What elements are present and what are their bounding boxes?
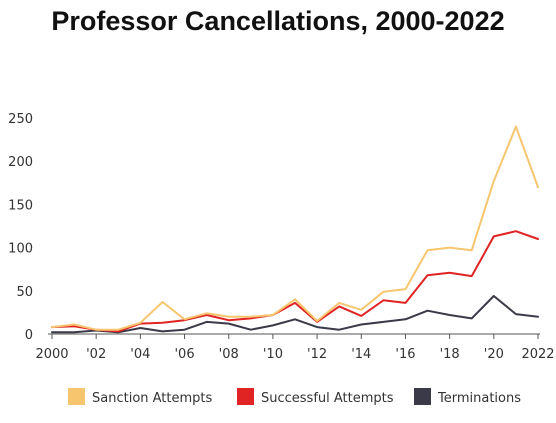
x-tick-label: '08 — [219, 347, 239, 362]
y-tick-label: 200 — [8, 155, 33, 170]
legend: Sanction Attempts Successful Attempts Term… — [68, 388, 521, 406]
series-line-terminations — [51, 295, 539, 334]
x-axis-ticks: 2000 '02 '04 '06 '08 '10 '12 '14 '16 '18 '20 2022 — [35, 334, 555, 362]
x-tick-label: '02 — [86, 347, 106, 362]
x-tick-label: '04 — [130, 347, 150, 362]
x-tick-label: '12 — [307, 347, 327, 362]
y-tick-label: 100 — [8, 242, 33, 257]
x-tick-label: 2000 — [35, 347, 68, 362]
x-tick-label: '10 — [263, 347, 283, 362]
legend-swatch-sanction-attempts — [68, 388, 85, 405]
series-line-successful-attempts — [51, 230, 539, 333]
x-tick-label: '16 — [395, 347, 415, 362]
y-tick-label: 50 — [16, 285, 33, 300]
legend-label-successful-attempts: Successful Attempts — [261, 391, 394, 406]
x-tick-label: '18 — [440, 347, 460, 362]
x-tick-label: '20 — [484, 347, 504, 362]
y-tick-label: 0 — [25, 328, 33, 343]
legend-label-terminations: Terminations — [437, 391, 521, 406]
y-tick-label: 250 — [8, 112, 33, 127]
y-axis-ticks: 0 50 100 150 200 250 — [8, 112, 33, 343]
y-tick-label: 150 — [8, 198, 33, 213]
x-tick-label: '06 — [174, 347, 194, 362]
legend-label-sanction-attempts: Sanction Attempts — [92, 391, 213, 406]
legend-swatch-successful-attempts — [237, 388, 254, 405]
x-tick-label: '14 — [351, 347, 371, 362]
series-lines — [51, 125, 539, 334]
legend-swatch-terminations — [414, 388, 431, 405]
series-line-sanction-attempts — [51, 125, 539, 331]
x-tick-label: 2022 — [521, 347, 554, 362]
chart-title: Professor Cancellations, 2000-2022 — [51, 6, 505, 36]
